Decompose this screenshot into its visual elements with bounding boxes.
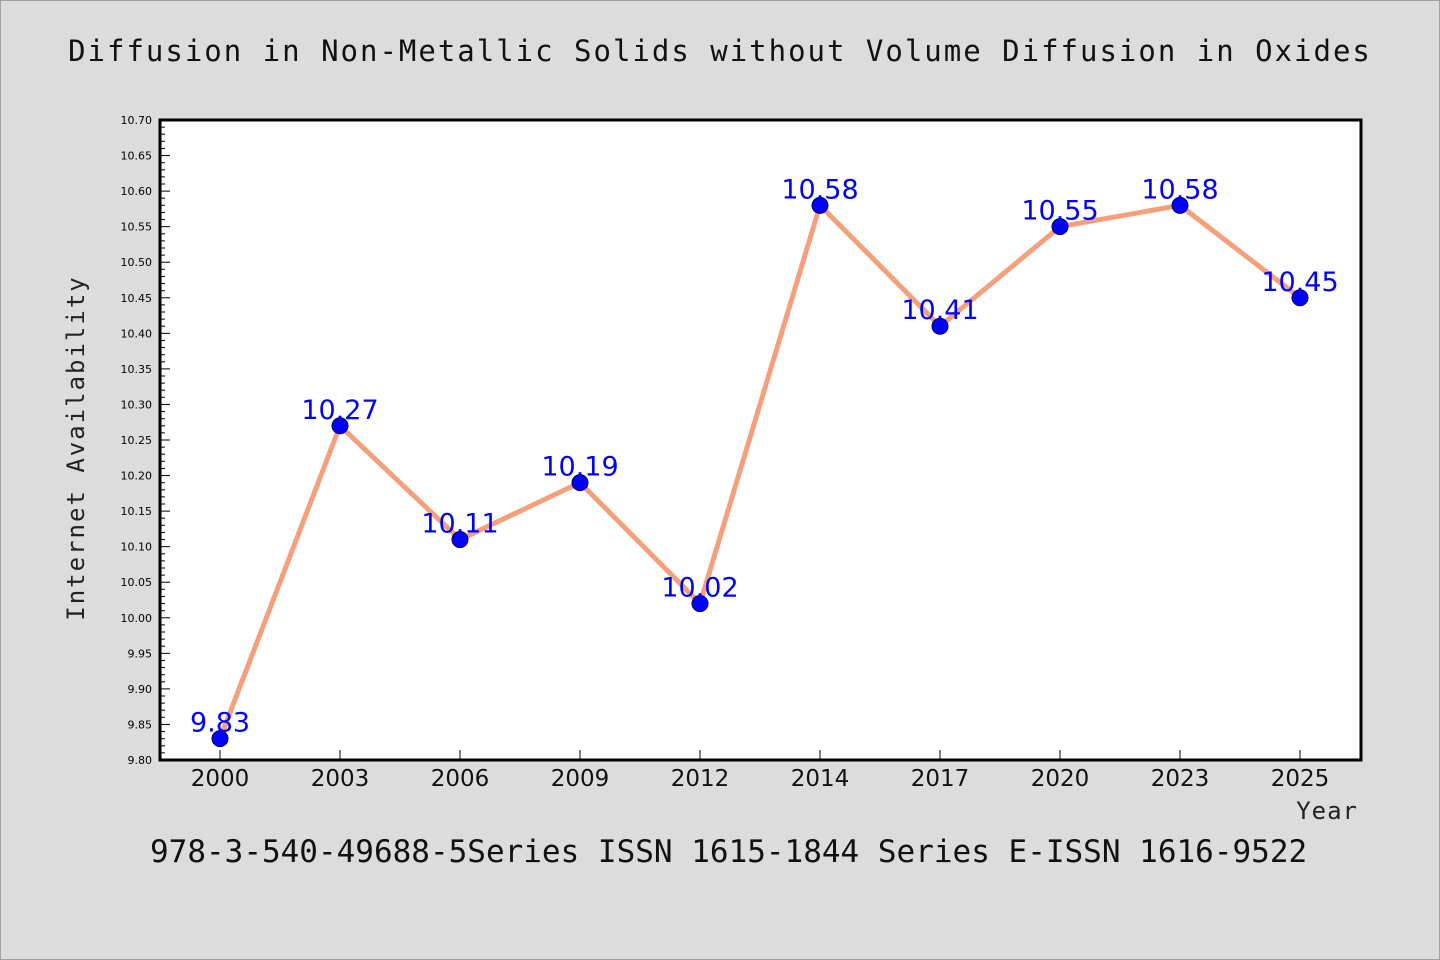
data-label: 10.02 <box>661 573 738 604</box>
y-tick-label: 10.55 <box>121 221 153 234</box>
y-tick-label: 10.60 <box>121 185 153 198</box>
x-axis-label: Year <box>1296 797 1358 825</box>
data-label: 10.58 <box>781 174 858 205</box>
data-label: 10.19 <box>541 452 618 483</box>
data-label: 10.45 <box>1261 267 1338 298</box>
data-label: 10.58 <box>1141 174 1218 205</box>
data-label: 10.41 <box>901 295 978 326</box>
x-tick-label: 2006 <box>431 766 490 792</box>
x-tick-label: 2025 <box>1271 766 1330 792</box>
data-point <box>451 531 469 549</box>
x-tick-label: 2012 <box>671 766 730 792</box>
y-tick-label: 9.80 <box>128 754 153 767</box>
x-tick-label: 2000 <box>191 766 250 792</box>
y-tick-label: 10.65 <box>121 150 153 163</box>
series-1: 9.83 10.27 10.11 10.19 10.02 10.58 10.41 10.55 1… <box>190 174 1339 748</box>
data-point <box>1171 196 1189 214</box>
data-point <box>1051 218 1069 236</box>
data-point <box>331 417 349 435</box>
data-label: 10.11 <box>421 509 498 540</box>
y-tick-label: 10.10 <box>121 541 153 554</box>
data-point <box>931 317 949 335</box>
plot-border <box>158 118 1363 762</box>
y-tick-label: 10.45 <box>121 292 153 305</box>
y-tick-label: 10.20 <box>121 470 153 483</box>
y-tick-label: 10.70 <box>121 114 153 127</box>
data-point <box>1291 289 1309 307</box>
x-tick-label: 2009 <box>551 766 610 792</box>
x-tick-label: 2014 <box>791 766 850 792</box>
x-tick-label: 2003 <box>311 766 370 792</box>
series-line <box>217 202 1303 742</box>
data-label: 10.55 <box>1021 196 1098 227</box>
y-tick-label: 10.15 <box>121 505 153 518</box>
axes: 9.80 9.85 9.90 9.95 10.00 10.05 10.10 10.15 10.2… <box>121 114 1330 792</box>
chart-title: Diffusion in Non-Metallic Solids without… <box>68 34 1372 68</box>
y-tick-label: 10.05 <box>121 576 153 589</box>
data-point <box>571 474 589 492</box>
y-tick-label: 10.25 <box>121 434 153 447</box>
y-tick-label: 9.90 <box>128 683 153 696</box>
data-label: 9.83 <box>190 708 250 739</box>
y-tick-label: 10.00 <box>121 612 153 625</box>
y-tick-label: 10.40 <box>121 327 153 340</box>
plot-area <box>160 120 1361 760</box>
x-tick-label: 2020 <box>1031 766 1090 792</box>
y-tick-label: 10.50 <box>121 256 153 269</box>
y-tick-label: 10.35 <box>121 363 153 376</box>
data-point <box>211 730 229 748</box>
y-tick-label: 9.95 <box>128 647 153 660</box>
y-tick-label: 9.85 <box>128 718 153 731</box>
x-tick-label: 2023 <box>1151 766 1210 792</box>
footer-text: 978-3-540-49688-5Series ISSN 1615-1844 S… <box>150 834 1308 870</box>
x-tick-label: 2017 <box>911 766 970 792</box>
y-tick-label: 10.30 <box>121 398 153 411</box>
data-label: 10.27 <box>301 395 378 426</box>
data-point <box>811 196 829 214</box>
data-point <box>691 595 709 613</box>
